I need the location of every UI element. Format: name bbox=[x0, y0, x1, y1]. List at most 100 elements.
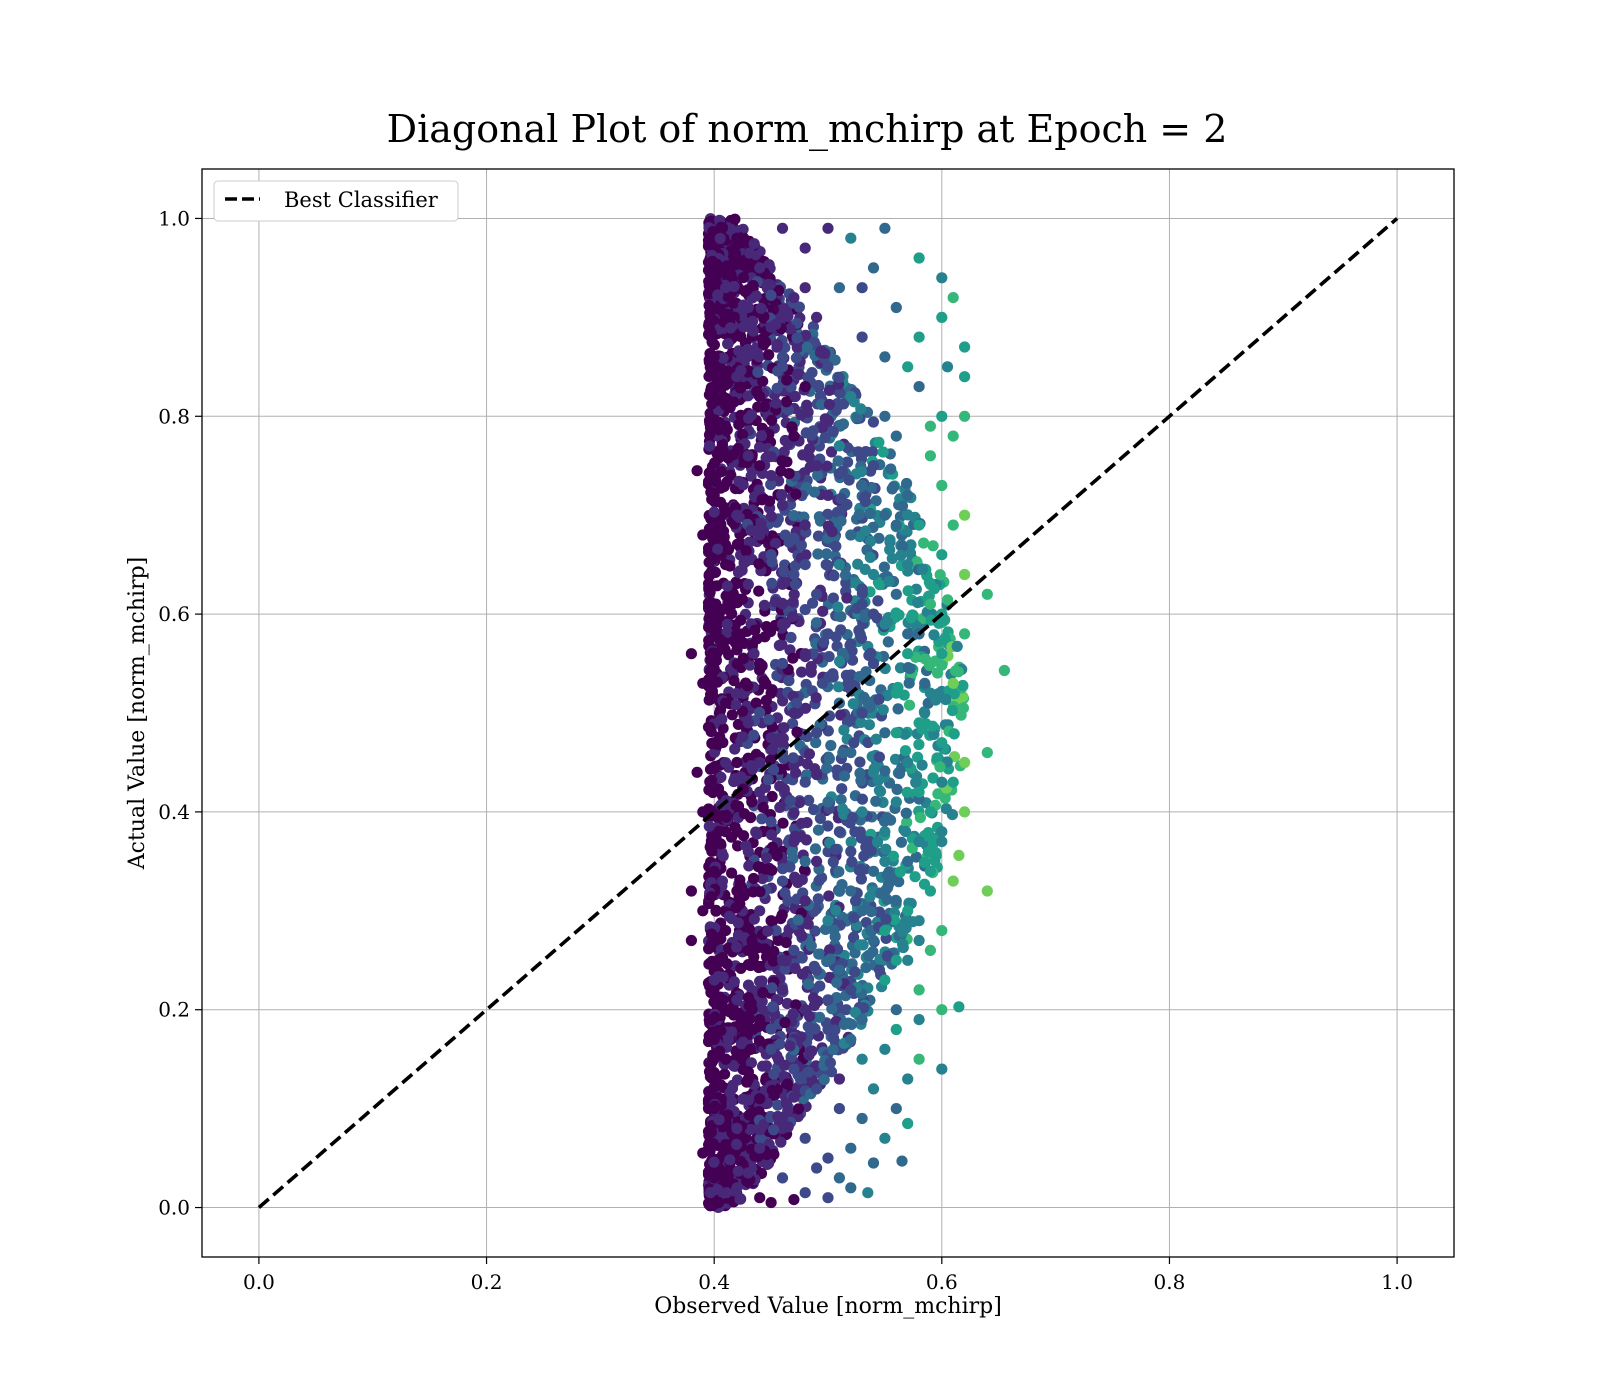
scatter-point-3137 bbox=[745, 997, 757, 1009]
scatter-point-3326 bbox=[845, 845, 857, 858]
x-axis-label: Observed Value [norm_mchirp] bbox=[654, 1294, 1002, 1319]
scatter-point-2330 bbox=[848, 912, 860, 924]
scatter-point-3197 bbox=[767, 764, 780, 776]
scatter-point-3280 bbox=[708, 608, 720, 620]
scatter-point-2984 bbox=[721, 618, 733, 631]
scatter-point-1651 bbox=[884, 534, 896, 546]
scatter-point-3126 bbox=[827, 1044, 839, 1056]
scatter-point-3284 bbox=[799, 648, 811, 660]
scatter-point-3083 bbox=[703, 299, 715, 312]
scatter-point-1852 bbox=[910, 851, 922, 863]
scatter-point-1736 bbox=[765, 829, 778, 841]
scatter-point-1773 bbox=[706, 523, 718, 536]
scatter-point-3177 bbox=[703, 319, 715, 331]
scatter-point-3288 bbox=[936, 648, 948, 660]
scatter-point-608 bbox=[732, 718, 745, 731]
scatter-point-1452 bbox=[873, 906, 886, 918]
scatter-point-2831 bbox=[796, 874, 808, 886]
scatter-point-3241 bbox=[765, 470, 777, 482]
scatter-point-2511 bbox=[777, 732, 789, 745]
scatter-point-2572 bbox=[715, 1025, 727, 1037]
scatter-point-3424 bbox=[754, 756, 766, 769]
scatter-point-3250 bbox=[731, 509, 743, 521]
scatter-point-3100 bbox=[754, 1123, 766, 1136]
scatter-point-3307 bbox=[947, 776, 959, 788]
scatter-point-3117 bbox=[807, 992, 820, 1004]
scatter-point-3159 bbox=[827, 856, 839, 868]
scatter-point-380 bbox=[903, 699, 916, 711]
scatter-point-2821 bbox=[951, 640, 963, 653]
scatter-point-1397 bbox=[790, 999, 802, 1011]
scatter-point-1951 bbox=[727, 1060, 740, 1072]
scatter-point-3313 bbox=[731, 756, 743, 769]
scatter-point-3120 bbox=[731, 538, 744, 550]
scatter-point-2651 bbox=[756, 813, 768, 825]
scatter-point-2621 bbox=[847, 812, 859, 824]
scatter-point-3196 bbox=[865, 647, 877, 659]
scatter-point-3149 bbox=[873, 964, 886, 976]
scatter-point-3022 bbox=[819, 347, 831, 359]
scatter-point-1828 bbox=[948, 688, 960, 700]
scatter-point-2704 bbox=[825, 446, 838, 458]
scatter-point-2814 bbox=[714, 303, 726, 315]
scatter-point-2538 bbox=[748, 348, 760, 360]
scatter-point-3069 bbox=[879, 765, 891, 777]
scatter-point-2994 bbox=[730, 1138, 743, 1150]
scatter-point-2823 bbox=[703, 820, 715, 832]
scatter-point-3026 bbox=[768, 1124, 780, 1136]
scatter-point-3151 bbox=[764, 754, 777, 766]
scatter-point-2688 bbox=[830, 540, 842, 552]
scatter-point-1849 bbox=[784, 794, 796, 807]
scatter-point-2726 bbox=[855, 403, 867, 415]
scatter-point-1050 bbox=[900, 807, 912, 819]
scatter-point-3170 bbox=[873, 751, 886, 763]
scatter-point-3328 bbox=[720, 826, 732, 838]
scatter-point-2878 bbox=[706, 1120, 718, 1132]
scatter-point-2513 bbox=[957, 679, 969, 692]
scatter-point-2215 bbox=[706, 336, 718, 348]
axis-ticks: 0.0 0.2 0.4 0.6 0.8 1.0 0.0 0.2 0.4 0.6 0.8 1.0 bbox=[158, 206, 1413, 1294]
scatter-point-909 bbox=[886, 552, 898, 565]
scatter-point-3049 bbox=[766, 1084, 779, 1096]
scatter-point-1152 bbox=[870, 495, 882, 507]
scatter-point-3014 bbox=[716, 222, 729, 234]
scatter-point-2416 bbox=[732, 917, 744, 929]
scatter-point-3077 bbox=[829, 354, 841, 366]
scatter-point-3368 bbox=[953, 1001, 965, 1013]
scatter-point-3253 bbox=[799, 519, 811, 531]
scatter-point-2536 bbox=[802, 918, 814, 930]
scatter-point-3143 bbox=[737, 783, 749, 795]
scatter-point-3180 bbox=[830, 904, 842, 916]
scatter-point-1193 bbox=[771, 712, 784, 724]
scatter-point-2632 bbox=[774, 1038, 786, 1050]
scatter-point-2586 bbox=[919, 677, 931, 689]
scatter-point-3349 bbox=[822, 915, 834, 927]
scatter-point-2869 bbox=[745, 409, 758, 421]
scatter-point-3063 bbox=[778, 566, 790, 578]
scatter-point-990 bbox=[823, 384, 835, 396]
scatter-point-2336 bbox=[835, 492, 847, 505]
scatter-point-2066 bbox=[729, 743, 741, 755]
scatter-point-2802 bbox=[737, 653, 749, 665]
scatter-point-1248 bbox=[732, 840, 744, 852]
scatter-point-2789 bbox=[887, 850, 900, 862]
scatter-point-2043 bbox=[799, 702, 812, 714]
scatter-point-2250 bbox=[788, 532, 800, 544]
scatter-point-3053 bbox=[704, 1187, 717, 1199]
scatter-point-2863 bbox=[919, 856, 931, 869]
scatter-point-378 bbox=[825, 739, 837, 752]
scatter-point-3285 bbox=[822, 628, 834, 640]
reference-lines bbox=[257, 217, 1399, 1209]
scatter-point-3297 bbox=[742, 717, 754, 729]
scatter-point-3035 bbox=[703, 1086, 715, 1098]
scatter-point-1394 bbox=[715, 771, 727, 783]
scatter-point-3054 bbox=[813, 875, 825, 887]
scatter-point-404 bbox=[836, 783, 848, 795]
scatter-point-2817 bbox=[854, 629, 866, 641]
scatter-point-2358 bbox=[823, 753, 836, 765]
scatter-point-2640 bbox=[737, 272, 750, 284]
scatter-point-3171 bbox=[714, 232, 726, 245]
scatter-point-2872 bbox=[758, 401, 770, 413]
scatter-point-2943 bbox=[779, 1059, 791, 1071]
scatter-point-3109 bbox=[737, 1023, 750, 1035]
